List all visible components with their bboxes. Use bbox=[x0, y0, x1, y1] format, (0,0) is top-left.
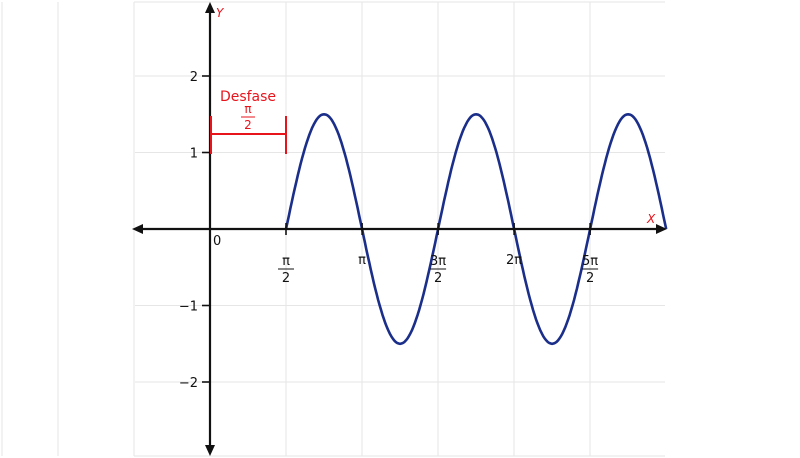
series-layer bbox=[284, 113, 668, 346]
sine-curve bbox=[284, 113, 668, 346]
x-axis-label: X bbox=[646, 212, 656, 226]
x-tick-numerator: π bbox=[282, 254, 290, 269]
x-tick-denominator: 2 bbox=[434, 271, 442, 286]
y-tick-label: 2 bbox=[190, 70, 198, 85]
x-tick-denominator: 2 bbox=[586, 271, 594, 286]
y-tick-label: −1 bbox=[179, 300, 198, 315]
x-tick-label: 2π bbox=[506, 253, 522, 268]
x-tick-label: π bbox=[358, 253, 366, 268]
y-axis-bottom-arrow bbox=[205, 445, 215, 456]
axes bbox=[132, 2, 667, 456]
phase-shift-denominator: 2 bbox=[244, 118, 252, 132]
x-axis-left-arrow bbox=[132, 224, 143, 234]
x-tick-numerator: 5π bbox=[582, 254, 598, 269]
x-tick-denominator: 2 bbox=[282, 271, 290, 286]
x-tick-numerator: 3π bbox=[430, 254, 446, 269]
x-axis-right-arrow bbox=[656, 224, 667, 234]
y-tick-label: 1 bbox=[190, 147, 198, 162]
origin-label: 0 bbox=[213, 234, 221, 249]
phase-shift-label: Desfase bbox=[220, 89, 276, 105]
y-axis-label: Y bbox=[216, 6, 225, 20]
phase-shift-numerator: π bbox=[244, 102, 251, 116]
y-axis-top-arrow bbox=[205, 2, 215, 13]
y-tick-label: −2 bbox=[179, 376, 198, 391]
